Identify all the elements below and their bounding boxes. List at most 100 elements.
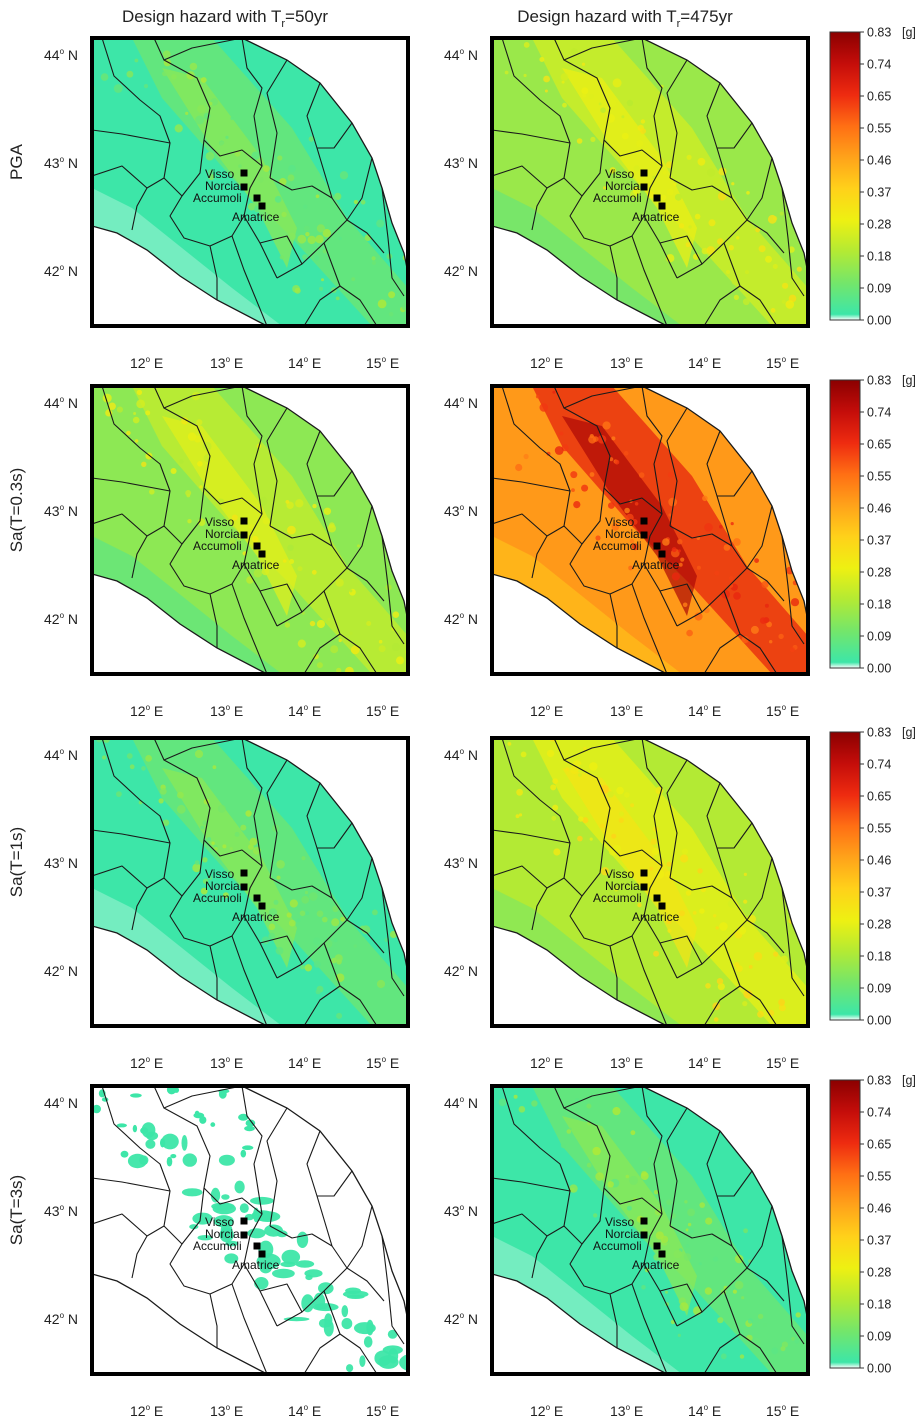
colorbar-1: 0.00 0.09 0.18 0.28 0.37 0.46 0.55 0.65 0.74 0.83… — [829, 26, 916, 328]
lat-tick: 43o N — [44, 155, 78, 171]
town-marker — [653, 542, 661, 550]
province-border — [666, 759, 688, 879]
province-border — [276, 219, 385, 279]
colorbar-tick: 0.65 — [867, 90, 891, 104]
province-border — [641, 386, 678, 627]
colorbar-tick: 0.09 — [867, 282, 891, 296]
province-border — [609, 1293, 618, 1348]
colorbar-tick: 0.55 — [867, 1170, 891, 1184]
town-label: Accumoli — [593, 891, 642, 905]
province-border — [563, 877, 583, 897]
town-label: Amatrice — [632, 1258, 680, 1272]
town-marker — [258, 1250, 266, 1258]
province-border — [781, 535, 805, 645]
province-border — [317, 122, 353, 149]
province-border — [381, 535, 405, 645]
province-border — [717, 122, 753, 149]
province-border — [492, 165, 548, 189]
lon-tick: 15o E — [766, 355, 799, 371]
province-border — [746, 857, 773, 921]
lat-tick: 42o N — [444, 611, 478, 627]
province-border — [563, 525, 583, 545]
province-border — [706, 82, 733, 199]
province-border — [723, 1290, 778, 1374]
province-border — [492, 829, 571, 844]
lat-tick: 44o N — [44, 395, 78, 411]
province-border — [209, 945, 218, 1000]
town-label: Amatrice — [232, 210, 280, 224]
province-border — [153, 738, 243, 761]
lat-tick: 43o N — [44, 855, 78, 871]
town-label: Norcia — [605, 879, 640, 893]
province-border — [669, 177, 748, 221]
province-border — [609, 593, 618, 648]
map-frame — [90, 384, 410, 676]
town-marker — [240, 869, 248, 877]
province-border — [163, 877, 183, 897]
province-border — [569, 839, 645, 947]
colorbar-tick: 0.74 — [867, 1106, 891, 1120]
town-marker — [640, 169, 648, 177]
province-border — [269, 877, 348, 921]
coastline — [92, 1273, 268, 1374]
lon-tick: 13o E — [610, 1403, 643, 1419]
town-marker — [653, 194, 661, 202]
lat-tick: 44o N — [444, 747, 478, 763]
map-frame — [90, 1084, 410, 1376]
town-marker — [253, 194, 261, 202]
province-border — [659, 1283, 703, 1313]
province-border — [163, 1225, 183, 1245]
lon-tick: 14o E — [688, 1055, 721, 1071]
province-border — [746, 1205, 773, 1269]
town-label: Norcia — [205, 1227, 240, 1241]
lat-tick: 44o N — [44, 747, 78, 763]
lat-tick: 44o N — [444, 1095, 478, 1111]
coastline — [492, 225, 668, 326]
province-border — [659, 235, 703, 265]
province-border — [241, 738, 278, 979]
colorbar-tick: 0.55 — [867, 822, 891, 836]
lon-tick: 15o E — [366, 1055, 399, 1071]
lon-tick: 13o E — [210, 703, 243, 719]
town-marker — [258, 550, 266, 558]
colorbar-tick: 0.18 — [867, 950, 891, 964]
town-marker — [653, 1242, 661, 1250]
row-title-4: Sa(T=3s) — [7, 1175, 26, 1245]
town-label: Accumoli — [593, 539, 642, 553]
town-marker — [240, 1217, 248, 1225]
province-border — [276, 919, 385, 979]
lon-tick: 12o E — [130, 703, 163, 719]
colorbar-tick: 0.65 — [867, 438, 891, 452]
colorbar-tick: 0.00 — [867, 662, 891, 676]
town-marker — [258, 202, 266, 210]
town-label: Accumoli — [593, 1239, 642, 1253]
province-border — [676, 919, 785, 979]
province-border — [317, 822, 353, 849]
lon-tick: 15o E — [366, 355, 399, 371]
colorbar-tick: 0.37 — [867, 886, 891, 900]
town-label: Norcia — [605, 179, 640, 193]
colorbar-tick: 0.83 — [867, 26, 891, 40]
province-border — [266, 759, 288, 879]
province-border — [631, 935, 668, 1026]
province-border — [492, 1177, 571, 1192]
province-border — [323, 590, 378, 674]
province-border — [717, 470, 753, 497]
colorbar-4: 0.00 0.09 0.18 0.28 0.37 0.46 0.55 0.65 0.74 0.83… — [829, 1074, 916, 1376]
province-border — [569, 1187, 645, 1295]
province-border — [492, 477, 571, 492]
province-border — [669, 525, 748, 569]
lon-tick: 15o E — [366, 703, 399, 719]
town-label: Accumoli — [193, 539, 242, 553]
lon-tick: 14o E — [688, 703, 721, 719]
lon-tick: 14o E — [688, 1403, 721, 1419]
town-marker — [653, 894, 661, 902]
province-border — [303, 985, 341, 1026]
province-border — [92, 1177, 171, 1192]
province-border — [669, 877, 748, 921]
province-border — [209, 1293, 218, 1348]
town-marker — [640, 883, 648, 891]
